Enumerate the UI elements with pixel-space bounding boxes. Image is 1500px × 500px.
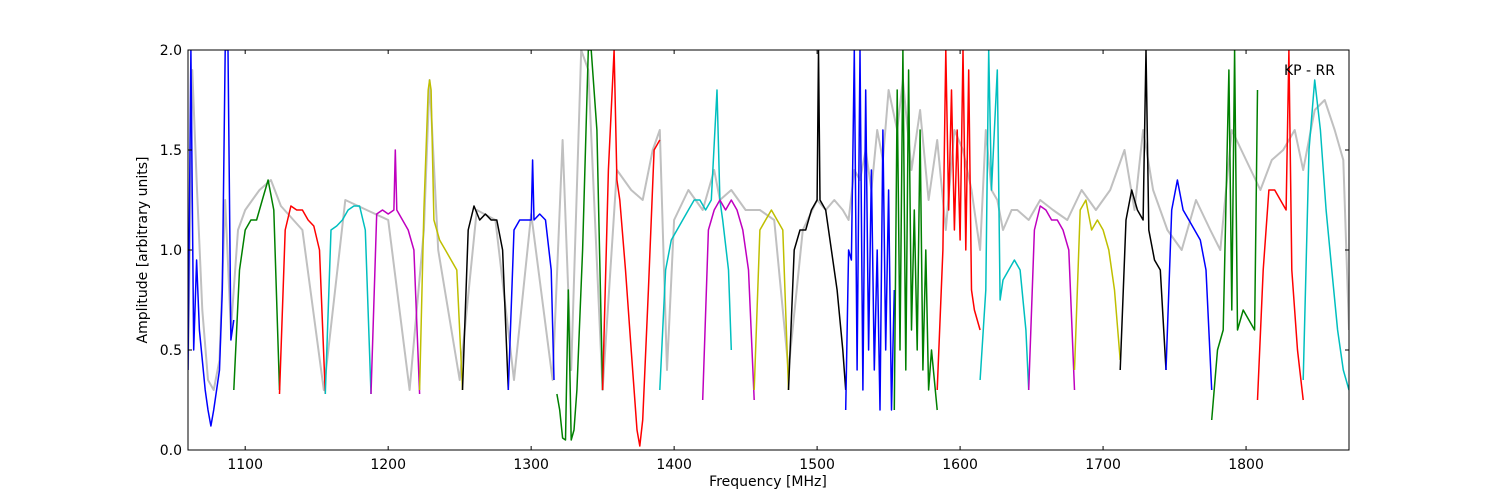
series-line-3 bbox=[278, 205, 327, 395]
x-tick-label: 1200 bbox=[370, 457, 406, 473]
series-line-11 bbox=[659, 89, 733, 391]
series-line-8 bbox=[507, 159, 555, 391]
series-line-7 bbox=[461, 205, 510, 391]
series-line-9 bbox=[556, 50, 604, 441]
series-line-17 bbox=[936, 50, 981, 391]
y-tick-label: 2.0 bbox=[160, 43, 182, 59]
y-tick-label: 1.0 bbox=[160, 243, 182, 259]
series-line-24 bbox=[1256, 50, 1304, 401]
series-line-10 bbox=[601, 50, 661, 447]
x-tick-label: 1300 bbox=[513, 457, 549, 473]
series-line-16 bbox=[893, 50, 938, 411]
y-tick-label: 1.5 bbox=[160, 143, 182, 159]
series-line-15 bbox=[844, 50, 896, 411]
series-line-25 bbox=[1302, 79, 1349, 391]
x-tick-label: 1100 bbox=[227, 457, 263, 473]
series-line-13 bbox=[753, 209, 790, 391]
panel-annotation: KP - RR bbox=[1284, 63, 1335, 79]
plot-frame bbox=[187, 49, 1350, 451]
series-line-20 bbox=[1073, 199, 1121, 371]
series-line-21 bbox=[1119, 50, 1167, 371]
series-line-6 bbox=[418, 79, 464, 391]
series-line-14 bbox=[787, 50, 847, 391]
x-axis-label: Frequency [MHz] bbox=[709, 474, 827, 490]
series-line-4 bbox=[324, 205, 372, 395]
series-line-18 bbox=[979, 50, 1030, 391]
x-tick-label: 1400 bbox=[656, 457, 692, 473]
series-line-5 bbox=[370, 149, 421, 395]
reference-spectrum-line bbox=[188, 50, 1349, 391]
series-line-2 bbox=[233, 179, 281, 391]
x-tick-label: 1600 bbox=[942, 457, 978, 473]
series-line-1 bbox=[188, 50, 235, 427]
y-tick-label: 0.0 bbox=[160, 443, 182, 459]
series-line-19 bbox=[1027, 205, 1076, 391]
series-line-22 bbox=[1165, 179, 1213, 391]
x-tick-label: 1800 bbox=[1228, 457, 1264, 473]
plot-area bbox=[188, 50, 1349, 447]
series-line-23 bbox=[1210, 50, 1259, 421]
x-tick-label: 1500 bbox=[799, 457, 835, 473]
y-tick-label: 0.5 bbox=[160, 343, 182, 359]
series-line-12 bbox=[701, 199, 755, 401]
y-axis-label: Amplitude [arbitrary units] bbox=[135, 157, 151, 344]
x-tick-label: 1700 bbox=[1085, 457, 1121, 473]
axis-ticks: 1100 1200 1300 1400 1500 1600 1700 1800 0.0 0.5 1.… bbox=[160, 43, 1349, 473]
